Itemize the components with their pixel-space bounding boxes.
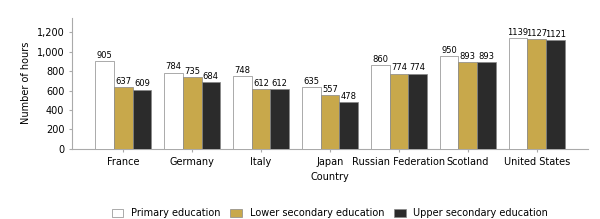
Bar — [408, 74, 427, 149]
X-axis label: Country: Country — [311, 172, 349, 182]
Bar — [389, 74, 408, 149]
Text: 735: 735 — [184, 67, 200, 76]
Text: 1139: 1139 — [508, 28, 529, 37]
Y-axis label: Number of hours: Number of hours — [21, 42, 31, 124]
Text: 1127: 1127 — [526, 29, 547, 38]
Text: 557: 557 — [322, 85, 338, 94]
Bar — [114, 87, 133, 149]
Text: 860: 860 — [372, 55, 388, 64]
Bar — [339, 102, 358, 149]
Bar — [371, 65, 389, 149]
Text: 950: 950 — [441, 46, 457, 55]
Bar — [202, 82, 220, 149]
Text: 637: 637 — [115, 77, 131, 86]
Bar — [527, 39, 546, 149]
Text: 748: 748 — [235, 66, 251, 75]
Legend: Primary education, Lower secondary education, Upper secondary education: Primary education, Lower secondary educa… — [108, 204, 552, 219]
Bar — [252, 89, 271, 149]
Text: 905: 905 — [97, 51, 113, 60]
Bar — [546, 40, 565, 149]
Bar — [183, 77, 202, 149]
Text: 612: 612 — [272, 79, 287, 88]
Text: 612: 612 — [253, 79, 269, 88]
Text: 635: 635 — [304, 77, 319, 86]
Bar — [458, 62, 477, 149]
Text: 1121: 1121 — [545, 30, 566, 39]
Text: 774: 774 — [391, 64, 407, 72]
Text: 478: 478 — [341, 92, 356, 101]
Bar — [133, 90, 151, 149]
Bar — [321, 95, 339, 149]
Bar — [509, 38, 527, 149]
Text: 893: 893 — [460, 52, 476, 61]
Bar — [477, 62, 496, 149]
Text: 893: 893 — [478, 52, 494, 61]
Text: 609: 609 — [134, 79, 150, 88]
Bar — [271, 89, 289, 149]
Bar — [95, 61, 114, 149]
Text: 684: 684 — [203, 72, 219, 81]
Bar — [233, 76, 252, 149]
Text: 774: 774 — [409, 64, 425, 72]
Bar — [440, 57, 458, 149]
Text: 784: 784 — [166, 62, 182, 71]
Bar — [302, 87, 321, 149]
Bar — [164, 73, 183, 149]
